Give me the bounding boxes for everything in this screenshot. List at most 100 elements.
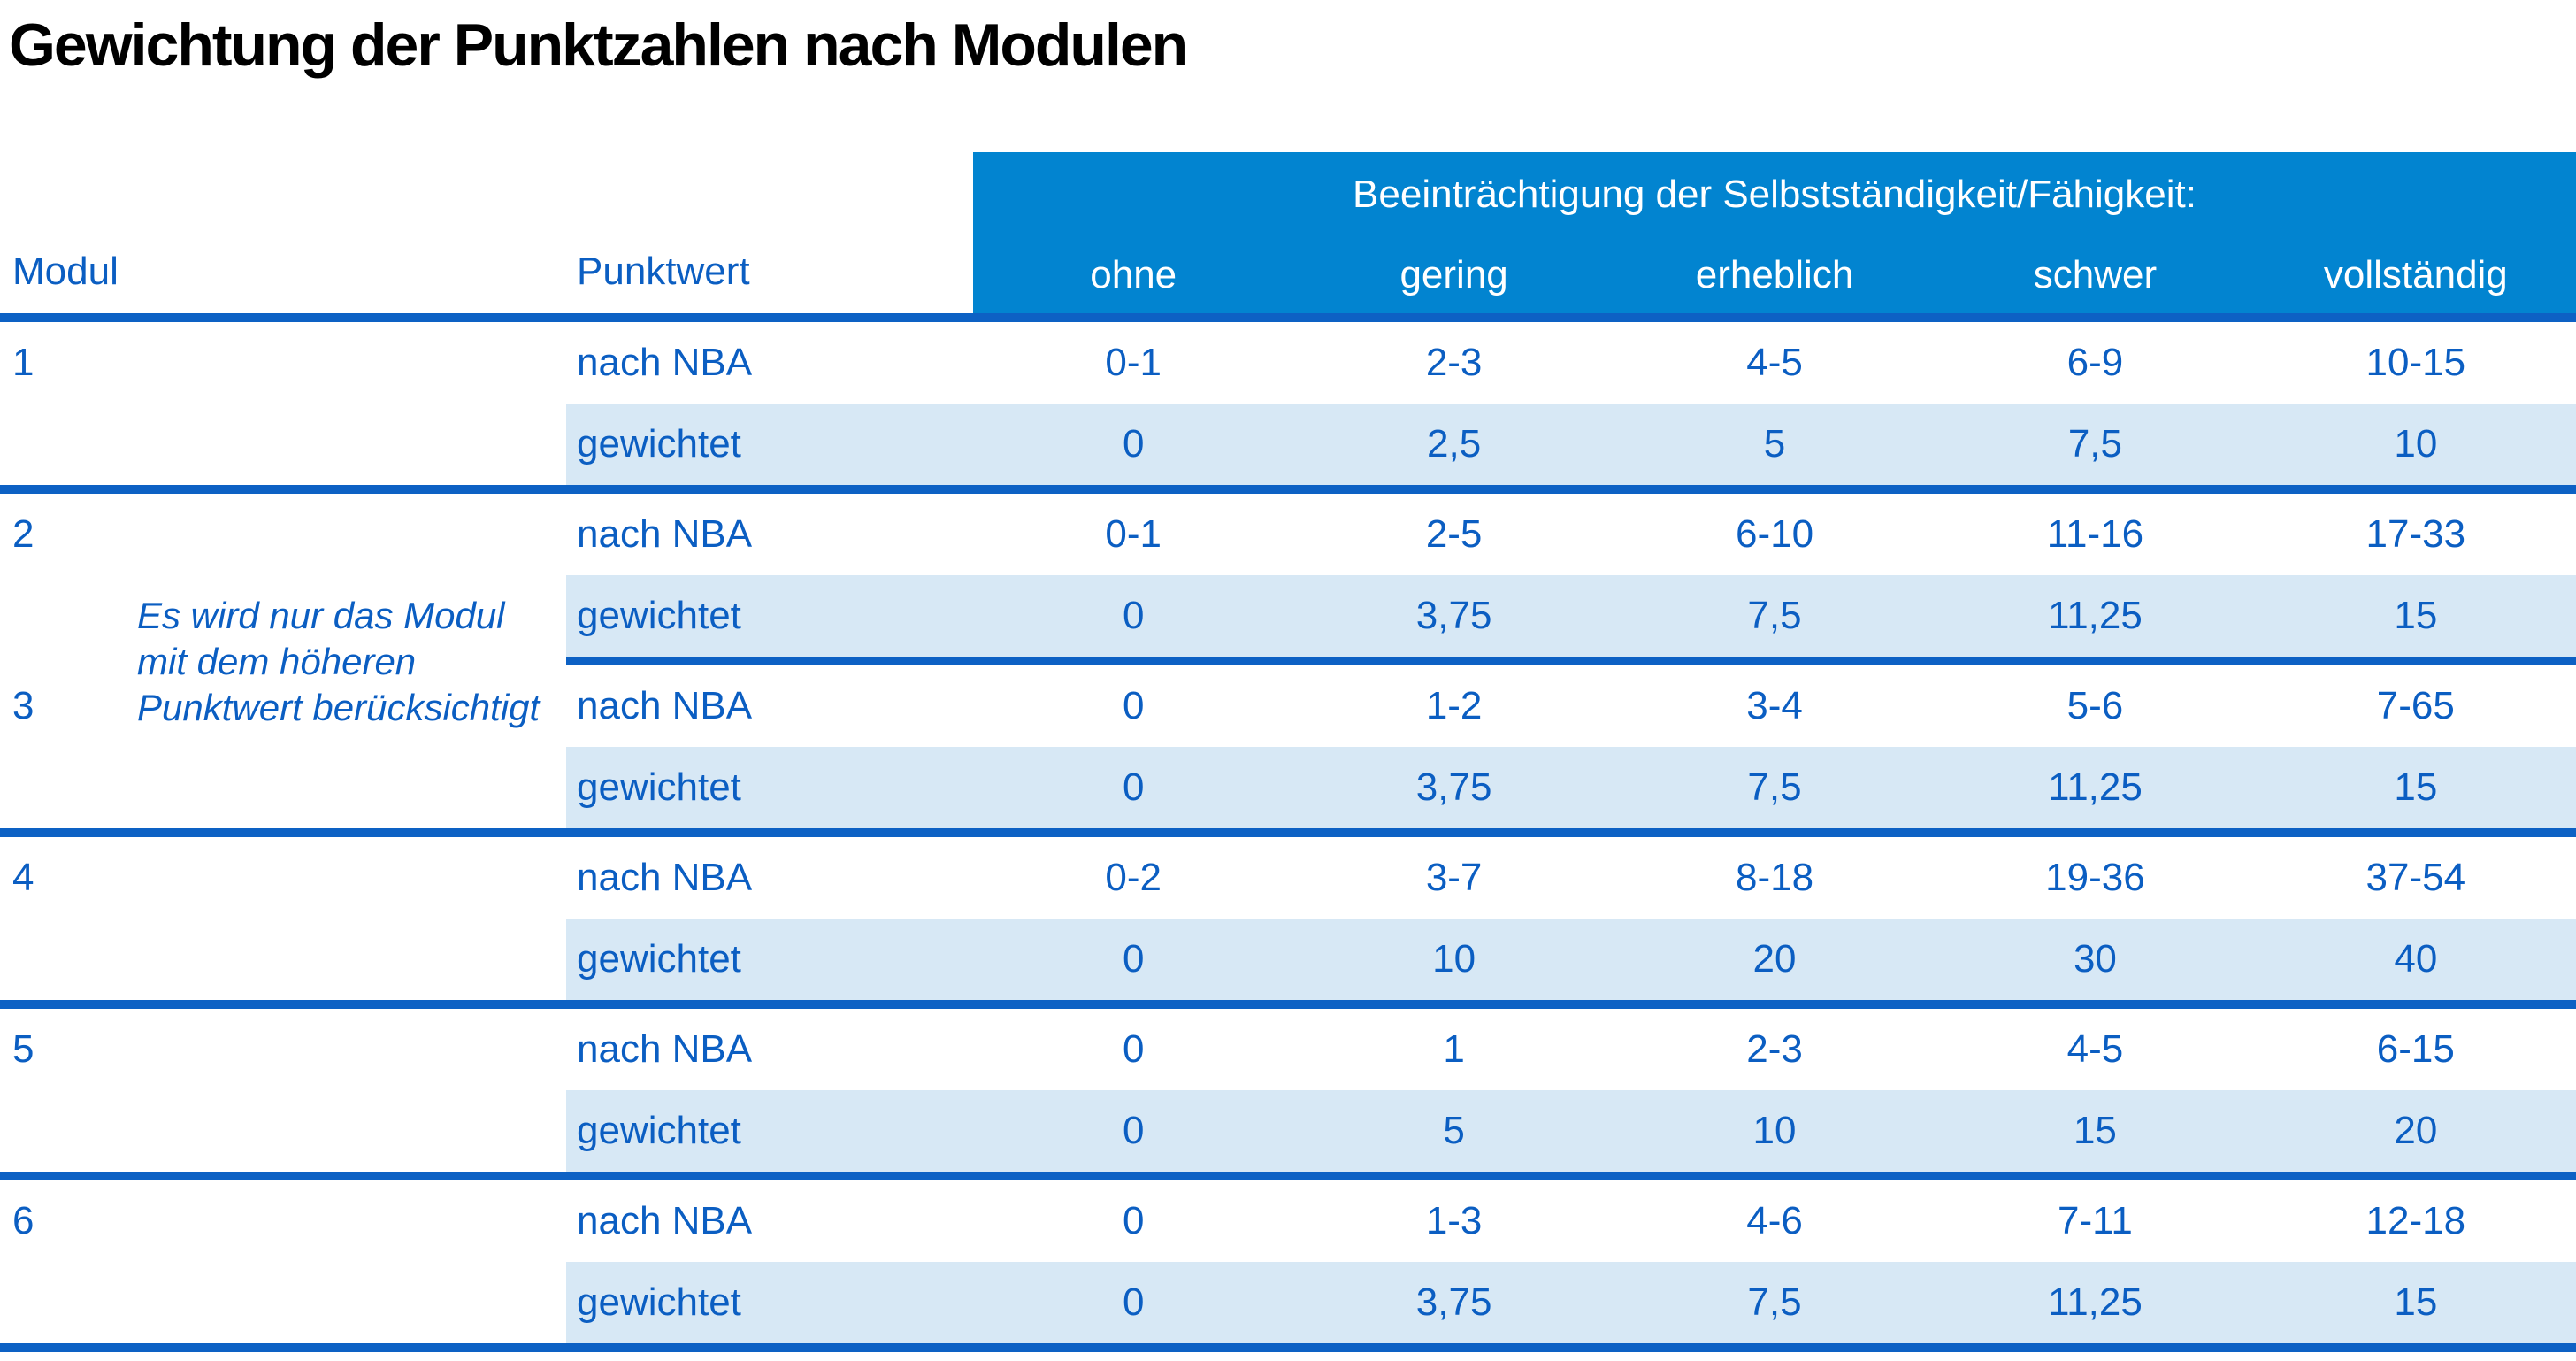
- cell-value: 6-9: [2066, 341, 2124, 384]
- cell-value: 0-1: [1105, 341, 1162, 384]
- row-label: gewichtet: [577, 594, 741, 637]
- row-label: nach NBA: [577, 1199, 753, 1242]
- module-number: 5: [12, 1027, 34, 1071]
- cell-value: 11,25: [2048, 594, 2143, 637]
- table-row: 3 nach NBA 0 1-2 3-4 5-6 7-65: [0, 665, 2576, 747]
- cell-value: 7,5: [1747, 765, 1802, 809]
- cell-value: 5: [1763, 422, 1786, 465]
- cell-value: 0: [1122, 1280, 1145, 1324]
- module-number-spacer: [0, 1262, 566, 1343]
- table-row: 5 nach NBA 0 1 2-3 4-5 6-15: [0, 1009, 2576, 1090]
- cell-value: 6-10: [1735, 512, 1814, 556]
- cell-value: 3,75: [1415, 1280, 1492, 1324]
- cell-value: 30: [2073, 937, 2117, 980]
- row-label: nach NBA: [577, 512, 753, 556]
- table-row: gewichtet 0 3,75 7,5 11,25 15: [0, 747, 2576, 828]
- cell-value: 11,25: [2048, 1280, 2143, 1324]
- module-number-spacer: [0, 1090, 566, 1172]
- module-separator: [0, 828, 2576, 837]
- row-label: gewichtet: [577, 937, 741, 980]
- cell-value: 37-54: [2365, 856, 2466, 899]
- cell-value: 40: [2394, 937, 2438, 980]
- module-number-spacer: [0, 404, 566, 485]
- note-line: mit dem höheren: [137, 641, 417, 682]
- cell-value: 10: [1752, 1109, 1797, 1152]
- note-line: Es wird nur das Modul: [137, 595, 505, 636]
- col-header-punktwert: Punktwert: [577, 250, 750, 293]
- cell-value: 4-6: [1746, 1199, 1803, 1242]
- row-content: nach NBA 0-1 2-3 4-5 6-9 10-15: [566, 322, 2576, 404]
- table-header: Modul Punktwert Beeinträchtigung der Sel…: [0, 152, 2576, 313]
- col-header-gering: gering: [1399, 252, 1508, 296]
- cell-value: 0: [1122, 937, 1145, 980]
- cell-value: 3-4: [1746, 684, 1803, 727]
- row-content: gewichtet 0 5 10 15 20: [566, 1090, 2576, 1172]
- cell-value: 5: [1443, 1109, 1465, 1152]
- col-header-schwer: schwer: [2033, 252, 2158, 296]
- module-separator-partial: [566, 657, 2576, 665]
- row-content: gewichtet 0 10 20 30 40: [566, 919, 2576, 1000]
- cell-value: 1-2: [1425, 684, 1483, 727]
- cell-value: 5-6: [2066, 684, 2124, 727]
- module-number: 2: [12, 512, 34, 556]
- cell-value: 17-33: [2365, 512, 2466, 556]
- row-label: nach NBA: [577, 341, 753, 384]
- module-number: 1: [12, 341, 34, 384]
- row-label: nach NBA: [577, 1027, 753, 1071]
- cell-value: 15: [2394, 1280, 2438, 1324]
- row-content: nach NBA 0-1 2-5 6-10 11-16 17-33: [566, 494, 2576, 575]
- cell-value: 0-1: [1105, 512, 1162, 556]
- module-block-5: 5 nach NBA 0 1 2-3 4-5 6-15 gewichtet 0 …: [0, 1009, 2576, 1180]
- cell-value: 3-7: [1425, 856, 1483, 899]
- table-body: 1 nach NBA 0-1 2-3 4-5 6-9 10-15 gewicht…: [0, 322, 2576, 1352]
- cell-value: 2-3: [1746, 1027, 1803, 1071]
- row-content: gewichtet 0 3,75 7,5 11,25 15: [566, 575, 2576, 657]
- cell-value: 1: [1443, 1027, 1465, 1071]
- col-header-ohne: ohne: [1090, 252, 1177, 296]
- row-content: nach NBA 0-2 3-7 8-18 19-36 37-54: [566, 837, 2576, 919]
- row-content: nach NBA 0 1-2 3-4 5-6 7-65: [566, 665, 2576, 747]
- table-row: 6 nach NBA 0 1-3 4-6 7-11 12-18: [0, 1180, 2576, 1262]
- module-number-spacer: [0, 919, 566, 1000]
- cell-value: 0-2: [1105, 856, 1162, 899]
- cell-value: 8-18: [1735, 856, 1814, 899]
- col-header-vollstaendig: vollständig: [2323, 252, 2508, 296]
- cell-value: 15: [2073, 1109, 2117, 1152]
- cell-value: 0: [1122, 765, 1145, 809]
- row-content: gewichtet 0 3,75 7,5 11,25 15: [566, 1262, 2576, 1343]
- module-block-1: 1 nach NBA 0-1 2-3 4-5 6-9 10-15 gewicht…: [0, 322, 2576, 494]
- header-band: Beeinträchtigung der Selbstständigkeit/F…: [973, 152, 2576, 313]
- row-content: gewichtet 0 2,5 5 7,5 10: [566, 404, 2576, 485]
- module-separator: [0, 1172, 2576, 1180]
- module-separator: [0, 1000, 2576, 1009]
- cell-value: 4-5: [2066, 1027, 2124, 1071]
- module-block-3: 3 nach NBA 0 1-2 3-4 5-6 7-65 gewichtet …: [0, 665, 2576, 837]
- header-corner: Modul Punktwert: [0, 152, 973, 313]
- cell-value: 0: [1122, 422, 1145, 465]
- cell-value: 3,75: [1415, 594, 1492, 637]
- page-title: Gewichtung der Punktzahlen nach Modulen: [9, 12, 1188, 79]
- cell-value: 11,25: [2048, 765, 2143, 809]
- cell-value: 10: [2394, 422, 2438, 465]
- module-block-4: 4 nach NBA 0-2 3-7 8-18 19-36 37-54 gewi…: [0, 837, 2576, 1009]
- cell-value: 0: [1122, 1027, 1145, 1071]
- cell-value: 10: [1432, 937, 1476, 980]
- cell-value: 2-3: [1425, 341, 1483, 384]
- cell-value: 3,75: [1415, 765, 1492, 809]
- module-number: 4: [12, 856, 34, 899]
- row-label: gewichtet: [577, 765, 741, 809]
- cell-value: 7,5: [1747, 594, 1802, 637]
- cell-value: 11-16: [2046, 512, 2144, 556]
- cell-value: 0: [1122, 594, 1145, 637]
- table-row: gewichtet 0 2,5 5 7,5 10: [0, 404, 2576, 485]
- cell-value: 7-65: [2376, 684, 2455, 727]
- cell-value: 7,5: [1747, 1280, 1802, 1324]
- cell-value: 10-15: [2365, 341, 2466, 384]
- cell-value: 4-5: [1746, 341, 1803, 384]
- table-row: gewichtet 0 5 10 15 20: [0, 1090, 2576, 1172]
- module-number-spacer: [0, 747, 566, 828]
- cell-value: 0: [1122, 684, 1145, 727]
- module-block-6: 6 nach NBA 0 1-3 4-6 7-11 12-18 gewichte…: [0, 1180, 2576, 1352]
- row-label: gewichtet: [577, 422, 741, 465]
